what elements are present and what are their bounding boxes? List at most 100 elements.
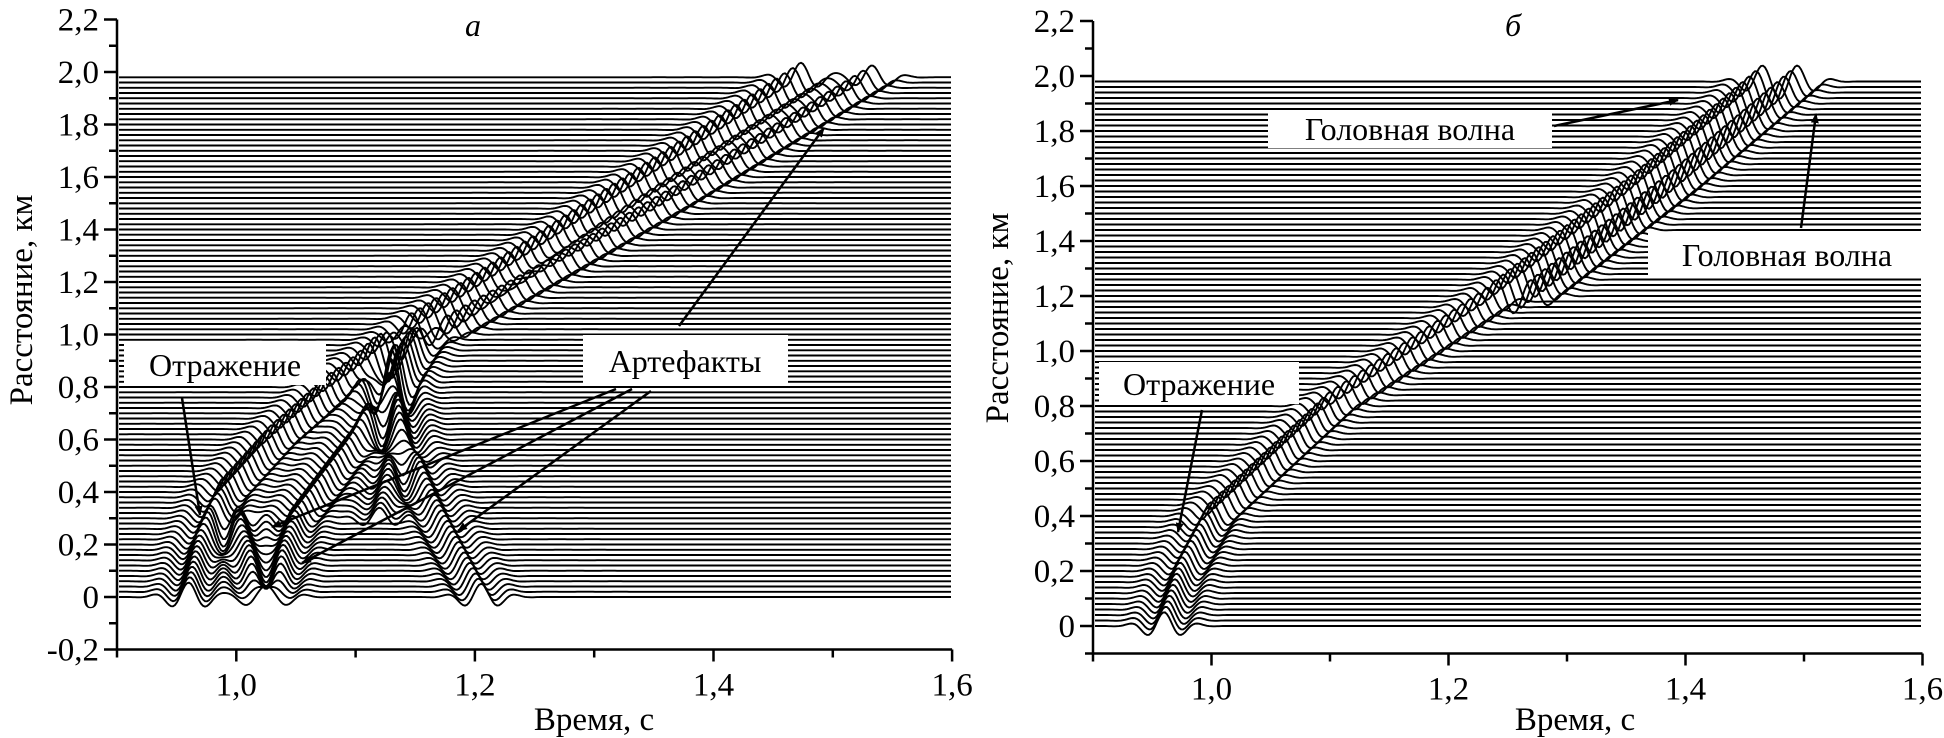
trace — [119, 528, 951, 557]
trace — [119, 450, 951, 477]
trace — [119, 555, 951, 587]
annotation-box — [1648, 233, 1926, 275]
trace — [1095, 479, 1921, 505]
y-axis-label: Расстояние, км — [4, 195, 40, 406]
trace — [1095, 561, 1921, 587]
y-tick-label: 1,0 — [58, 318, 99, 354]
trace — [119, 145, 951, 172]
x-tick-label: 1,6 — [1902, 672, 1943, 708]
trace — [1095, 413, 1921, 438]
trace — [1095, 545, 1921, 570]
trace — [1095, 600, 1921, 626]
trace — [119, 182, 951, 209]
trace — [1095, 325, 1921, 350]
trace — [1095, 262, 1921, 298]
trace — [119, 77, 951, 104]
y-tick-label: 1,2 — [58, 265, 99, 301]
trace — [1095, 512, 1921, 537]
trace — [119, 455, 951, 486]
trace — [119, 357, 951, 415]
trace — [119, 119, 951, 146]
trace — [1095, 180, 1921, 216]
trace — [1095, 501, 1921, 527]
trace — [119, 560, 951, 590]
annotation-box — [1268, 110, 1552, 148]
annotation-text: Головная волна — [1305, 111, 1515, 147]
trace — [1095, 534, 1921, 559]
trace — [1095, 402, 1921, 427]
annotation-text: Отражение — [1123, 366, 1275, 402]
annotation-box — [124, 343, 326, 385]
x-tick-label: 1,0 — [1191, 672, 1232, 708]
x-tick-label: 1,6 — [931, 668, 972, 704]
trace — [1095, 185, 1921, 221]
trace — [1095, 196, 1921, 232]
panel-a: -0,2 0 0,2 0,4 0,6 0,8 1,0 1,2 1,4 1,6 1,8 2,0 2,2 1,… — [4, 3, 973, 738]
trace — [1095, 336, 1921, 362]
x-axis-label: Время, с — [534, 702, 654, 738]
annotation-arrow — [1553, 97, 1679, 128]
y-tick-label: 1,4 — [58, 213, 99, 249]
trace — [119, 98, 951, 125]
trace — [119, 581, 951, 608]
trace — [119, 516, 951, 553]
y-tick-label: 0,8 — [1034, 389, 1075, 425]
y-tick-label: 2,0 — [58, 55, 99, 91]
trace — [1095, 319, 1921, 345]
annotation-artifacts: Артефакты — [271, 127, 826, 565]
trace — [119, 135, 951, 162]
trace — [1095, 583, 1921, 609]
trace — [1095, 308, 1921, 334]
trace — [119, 193, 951, 219]
y-tick-label: 2,2 — [1034, 4, 1075, 40]
trace — [1095, 303, 1921, 328]
trace — [1095, 435, 1921, 460]
trace — [1095, 341, 1921, 367]
trace — [1095, 169, 1921, 205]
trace — [1095, 446, 1921, 471]
trace — [1095, 572, 1921, 598]
y-tick-label: 0,8 — [58, 370, 99, 406]
trace — [119, 445, 951, 471]
annotation-arrow — [457, 389, 652, 533]
trace — [119, 534, 951, 564]
trace — [1095, 462, 1921, 488]
trace — [1095, 86, 1921, 122]
x-tick-label: 1,0 — [216, 668, 257, 704]
annotation-arrow — [301, 387, 633, 565]
trace — [119, 104, 951, 130]
trace — [119, 497, 951, 524]
annotation-text: Отражение — [149, 347, 301, 383]
trace — [119, 67, 951, 94]
trace — [1095, 81, 1921, 117]
trace — [119, 307, 951, 341]
trace — [1095, 141, 1921, 177]
trace — [1095, 473, 1921, 499]
panel-b: 0 0,2 0,4 0,6 0,8 1,0 1,2 1,4 1,6 1,8 2,0 2,2 1,0 1,2… — [980, 4, 1943, 738]
annotation-arrow — [1799, 113, 1819, 229]
trace — [119, 188, 951, 214]
trace — [119, 72, 951, 99]
trace — [119, 151, 951, 178]
trace — [1095, 75, 1921, 111]
annotation-arrow — [677, 127, 826, 327]
y-tick-label: 1,6 — [1034, 169, 1075, 205]
y-tick-label: 0 — [83, 580, 100, 616]
trace — [119, 398, 951, 448]
trace — [1095, 418, 1921, 444]
trace — [1095, 611, 1921, 636]
trace — [1095, 451, 1921, 477]
trace — [119, 370, 951, 416]
trace — [119, 428, 951, 456]
trace — [1095, 594, 1921, 620]
trace — [119, 302, 951, 335]
x-tick-label: 1,2 — [1428, 672, 1469, 708]
trace — [119, 504, 951, 531]
trace — [119, 172, 951, 198]
annotation-box — [1099, 362, 1299, 404]
trace — [119, 250, 951, 277]
y-tick-label: 1,0 — [1034, 334, 1075, 370]
axes: -0,2 0 0,2 0,4 0,6 0,8 1,0 1,2 1,4 1,6 1,8 2,0 2,2 1,… — [47, 3, 973, 704]
x-tick-label: 1,4 — [693, 668, 734, 704]
